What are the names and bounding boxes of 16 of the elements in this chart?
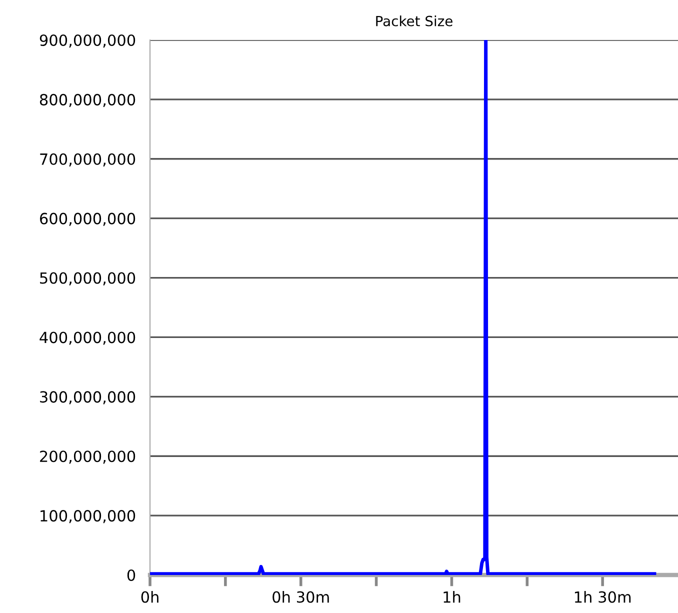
x-tick-label: 1h 30m (574, 590, 631, 603)
x-tick-label: 1h (444, 590, 460, 603)
chart-title: Packet Size (376, 16, 452, 26)
y-tick-label: 100,000,000 (40, 510, 136, 524)
y-tick-label: 800,000,000 (40, 94, 136, 108)
y-tick-label: 900,000,000 (40, 34, 136, 48)
x-tick-label: 0h (141, 590, 158, 603)
y-tick-label: 400,000,000 (40, 332, 136, 345)
y-tick-label: 500,000,000 (40, 272, 136, 286)
y-tick-label: 300,000,000 (40, 391, 136, 404)
y-tick-label: 200,000,000 (40, 450, 136, 464)
y-tick-label: 700,000,000 (40, 153, 136, 166)
y-tick-label: 0 (127, 569, 136, 582)
line-series (150, 40, 656, 575)
x-tick-label: 0h 30m (272, 590, 329, 603)
y-tick-label: 600,000,000 (40, 212, 136, 226)
